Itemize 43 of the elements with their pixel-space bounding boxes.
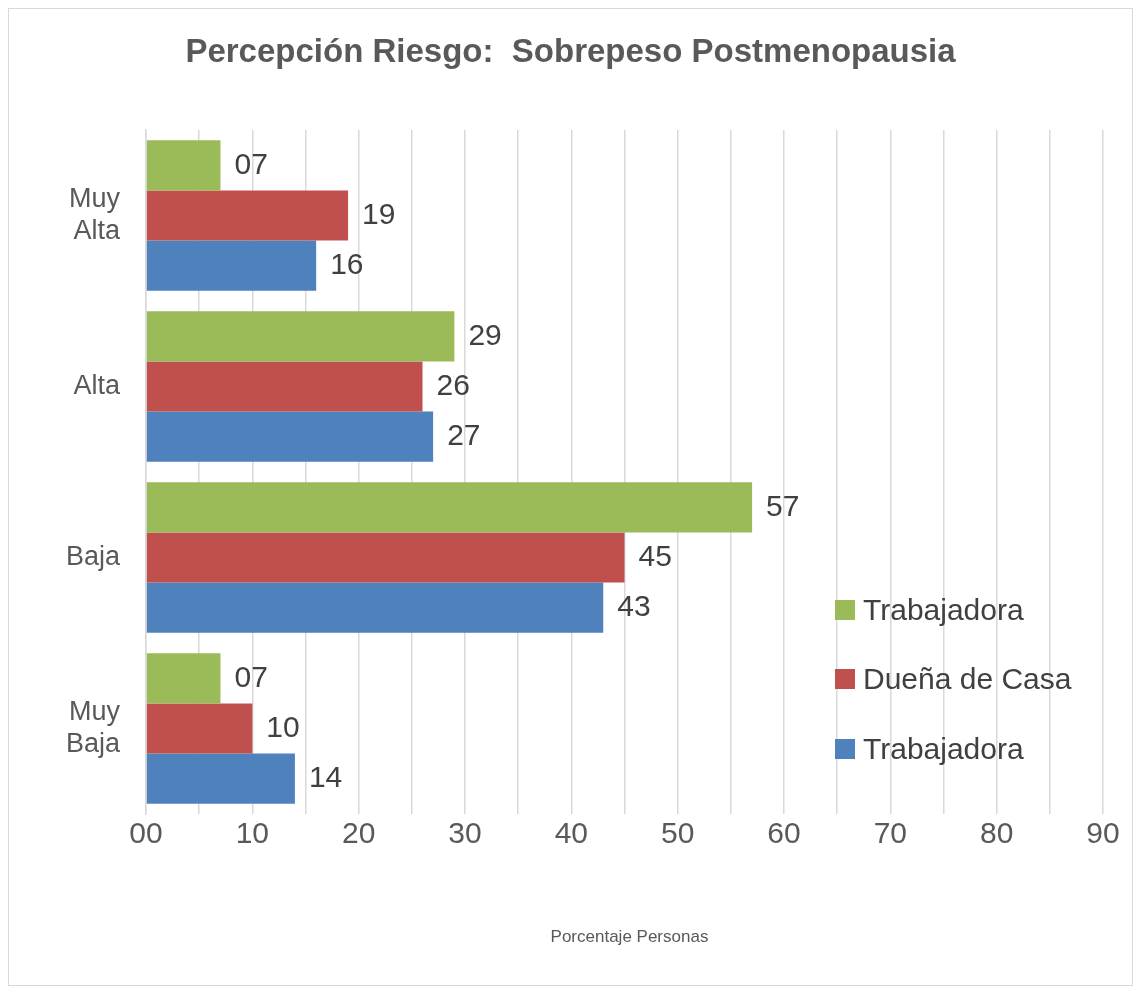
x-tick-label: 50 xyxy=(661,816,695,850)
bar xyxy=(146,582,604,633)
x-tick-label: 10 xyxy=(235,816,270,850)
x-tick-label: 90 xyxy=(1086,816,1120,850)
legend-label: Trabajadora xyxy=(863,592,1024,627)
x-tick-label: 30 xyxy=(448,816,482,850)
x-tick-label: 80 xyxy=(979,816,1014,850)
data-label: 19 xyxy=(362,196,396,230)
bar xyxy=(146,753,295,804)
legend-label: Trabajadora xyxy=(863,731,1024,766)
bar xyxy=(146,482,753,533)
data-label: 16 xyxy=(330,246,364,280)
x-tick-label: 00 xyxy=(129,816,163,850)
y-tick-label: Baja xyxy=(65,540,122,571)
data-label: 26 xyxy=(436,367,470,401)
bar xyxy=(146,240,317,291)
data-label: 29 xyxy=(468,317,502,351)
bar xyxy=(146,703,253,754)
data-label: 57 xyxy=(766,488,800,522)
x-tick-label: 40 xyxy=(554,816,589,850)
y-tick-label: Muy Alta xyxy=(69,182,122,246)
data-label: 45 xyxy=(638,538,672,572)
chart-title: Percepción Riesgo: Sobrepeso Postmenopausia xyxy=(184,32,957,70)
data-label: 43 xyxy=(617,588,651,622)
y-tick-label: Alta xyxy=(73,369,122,400)
bar xyxy=(146,532,625,583)
bar xyxy=(146,411,434,462)
bar xyxy=(146,190,349,241)
x-tick-label: 60 xyxy=(767,816,801,850)
bar xyxy=(146,140,221,191)
bar xyxy=(146,361,423,412)
data-label: 10 xyxy=(266,709,300,743)
bar xyxy=(146,653,221,704)
x-axis-title: Porcentaje Personas xyxy=(549,927,710,947)
data-label: 07 xyxy=(234,146,268,180)
data-label: 27 xyxy=(447,417,481,451)
data-label: 07 xyxy=(234,659,268,693)
x-tick-label: 70 xyxy=(873,816,908,850)
x-tick-label: 20 xyxy=(342,816,376,850)
bar xyxy=(146,311,455,362)
y-tick-label: Muy Baja xyxy=(65,695,122,759)
data-label: 14 xyxy=(308,759,343,793)
legend-label: Dueña de Casa xyxy=(863,662,1072,697)
